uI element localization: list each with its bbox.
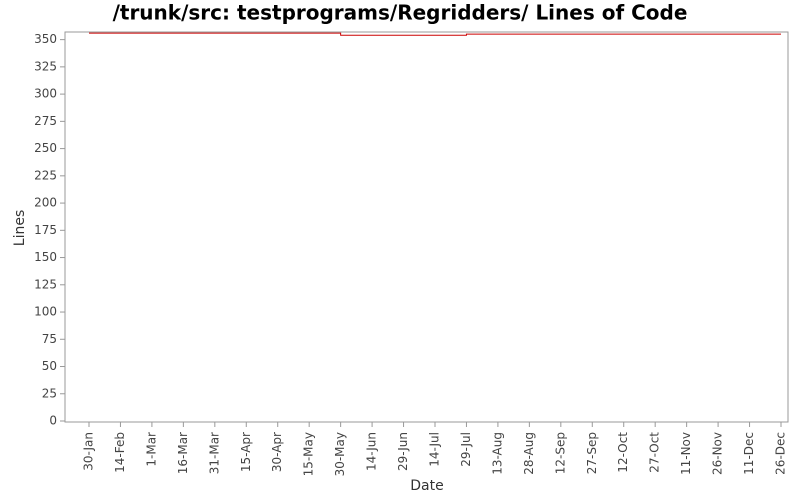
x-axis-label: Date <box>410 478 443 494</box>
x-tick-label: 28-Aug <box>522 432 536 475</box>
x-tick-label: 27-Sep <box>585 432 599 474</box>
x-tick-label: 27-Oct <box>648 432 662 473</box>
y-tick-label: 200 <box>34 196 57 210</box>
x-tick-label: 14-Jun <box>365 432 379 471</box>
x-tick-label: 30-May <box>333 432 347 476</box>
x-tick-label: 26-Dec <box>774 432 788 475</box>
x-tick-label: 14-Jul <box>428 432 442 467</box>
y-tick-label: 225 <box>34 168 57 182</box>
x-tick-label: 29-Jun <box>396 432 410 471</box>
x-tick-label: 13-Aug <box>490 432 504 475</box>
y-tick-label: 75 <box>42 332 57 346</box>
y-tick-label: 300 <box>34 87 57 101</box>
chart-title: /trunk/src: testprograms/Regridders/ Lin… <box>113 1 688 25</box>
x-tick-label: 16-Mar <box>176 432 190 474</box>
y-tick-label: 275 <box>34 114 57 128</box>
y-tick-label: 25 <box>42 386 57 400</box>
y-tick-label: 350 <box>34 32 57 46</box>
y-tick-label: 50 <box>42 359 57 373</box>
x-tick-label: 12-Sep <box>553 432 567 474</box>
y-tick-label: 175 <box>34 223 57 237</box>
y-axis-label: Lines <box>12 210 28 246</box>
y-tick-label: 100 <box>34 305 57 319</box>
data-line <box>89 32 781 36</box>
y-tick-label: 325 <box>34 59 57 73</box>
plot-area <box>64 31 789 423</box>
y-tick-label: 250 <box>34 141 57 155</box>
x-tick-label: 31-Mar <box>207 432 221 474</box>
x-tick-label: 15-May <box>302 432 316 476</box>
x-tick-label: 12-Oct <box>616 432 630 473</box>
x-tick-label: 26-Nov <box>711 432 725 475</box>
x-tick-label: 1-Mar <box>144 432 158 467</box>
x-tick-label: 11-Dec <box>742 432 756 475</box>
y-tick-label: 125 <box>34 277 57 291</box>
x-tick-label: 11-Nov <box>679 432 693 475</box>
x-tick-label: 29-Jul <box>459 432 473 467</box>
y-tick-label: 0 <box>49 414 57 428</box>
y-tick-label: 150 <box>34 250 57 264</box>
x-tick-label: 30-Jan <box>82 432 96 471</box>
x-tick-label: 14-Feb <box>113 432 127 473</box>
x-tick-label: 30-Apr <box>270 432 284 472</box>
x-tick-label: 15-Apr <box>239 432 253 472</box>
